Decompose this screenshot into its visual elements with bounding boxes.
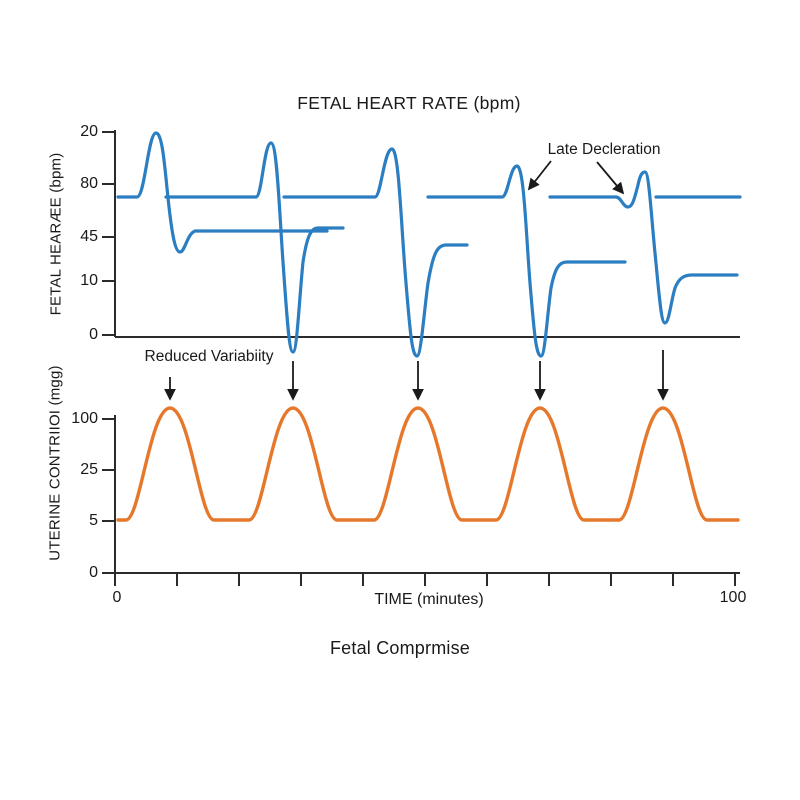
- annotation-arrows: [164, 160, 669, 401]
- fhr-axes: [114, 130, 740, 338]
- x-axis-title: TIME (minutes): [374, 591, 484, 608]
- fhr-trace-segment-1: [116, 131, 329, 254]
- uc-x-tick-label: 100: [719, 589, 747, 606]
- figure-caption: Fetal Comprmise: [329, 638, 471, 658]
- fhr-trace: [116, 131, 742, 358]
- fhr-y-axis-label: FETAL HEARÆE (bpm): [47, 152, 65, 316]
- uc-y-axis-label: UTERINE CONTRIIOI (mgg): [46, 365, 64, 561]
- late-deceleration-annotation: Late Decleration: [547, 141, 661, 158]
- fhr-chart-title: FETAL HEART RATE (bpm): [297, 93, 521, 113]
- uc-axes: [114, 415, 740, 574]
- fhr-trace-segment-3: [282, 147, 469, 358]
- fhr-trace-segment-4: [426, 164, 627, 358]
- late-deceleration-arrow: [596, 161, 625, 195]
- uc-x-tick-label: 0: [112, 589, 122, 606]
- fhr-trace-segment-5: [548, 170, 739, 325]
- reduced-variability-annotation: Reduced Variabiity: [144, 348, 274, 365]
- late-deceleration-arrow: [527, 160, 552, 191]
- uc-trace: [116, 406, 740, 522]
- fhr-trace-segment-2: [164, 141, 345, 354]
- tick-marks: [102, 131, 736, 586]
